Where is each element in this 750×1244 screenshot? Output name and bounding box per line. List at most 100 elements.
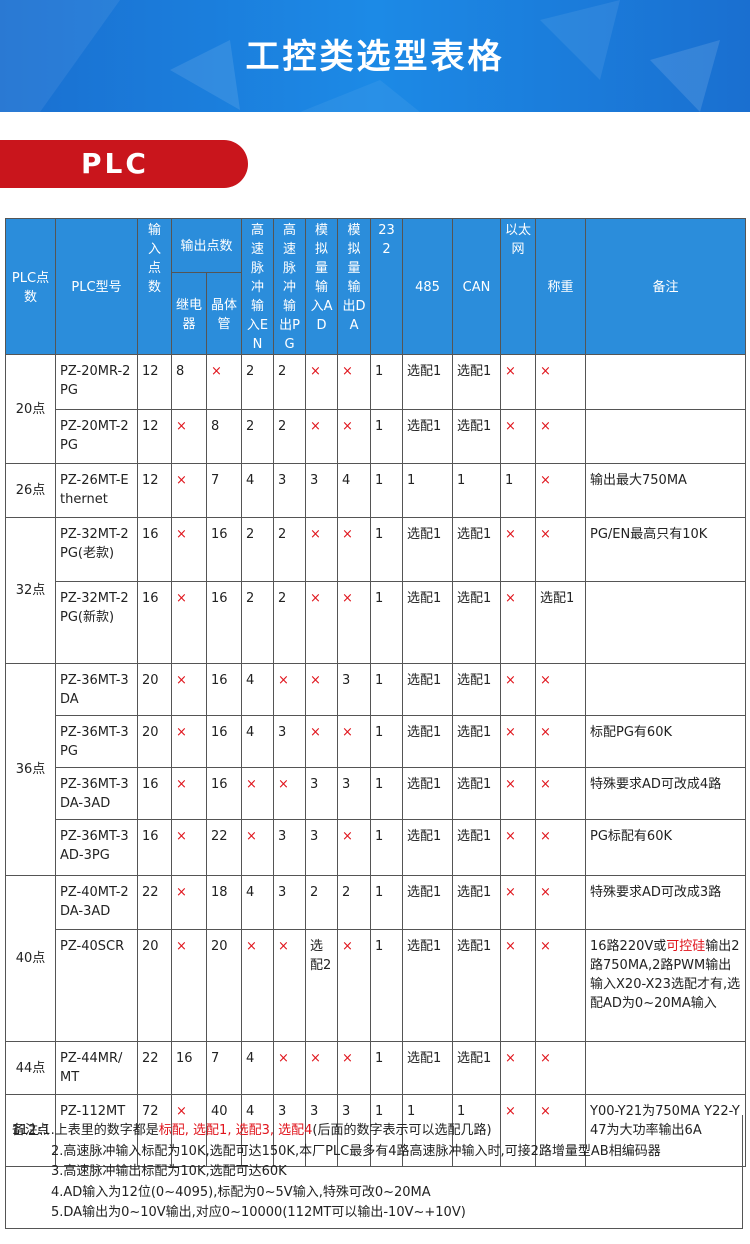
- table-cell: 20: [137, 715, 172, 768]
- table-cell: ×: [305, 354, 339, 410]
- table-cell: ×: [337, 581, 372, 664]
- table-cell: ×: [171, 767, 207, 820]
- group-cell: 32点: [5, 517, 56, 664]
- header-cell: PLC型号: [55, 218, 138, 355]
- table-cell: ×: [171, 819, 207, 876]
- note-line: 2.高速脉冲输入标配为10K,选配可达150K,本厂PLC最多有4路高速脉冲输入…: [51, 1143, 661, 1159]
- table-cell: 选配1: [452, 929, 502, 1042]
- table-cell: 16: [205, 715, 243, 768]
- table-cell: ×: [273, 663, 307, 716]
- table-cell: 1: [370, 354, 404, 410]
- table-cell: PZ-40SCR: [55, 929, 138, 1042]
- table-cell: 选配1: [452, 819, 502, 876]
- header-cell: 输入点数: [137, 218, 172, 355]
- table-cell: ×: [337, 1041, 372, 1095]
- table-cell: 选配1: [452, 663, 502, 716]
- table-cell: 1: [370, 715, 404, 768]
- table-cell: [585, 663, 747, 716]
- table-cell: 16: [137, 767, 172, 820]
- table-cell: 选配1: [402, 1041, 454, 1095]
- header-row: PLC点数 PLC型号 输入点数 输出点数 高速脉冲输入EN 高速脉冲输出PG 模拟量输入A…: [5, 217, 747, 355]
- table-row: 20点 PZ-20MR-2PG 12 8 × 2 2 × × 1 选配1 选配1 × ×: [5, 354, 747, 464]
- table-body: 20点 PZ-20MR-2PG 12 8 × 2 2 × × 1 选配1 选配1 × × PZ-20MT-2…: [5, 354, 747, 1167]
- table-cell: ×: [171, 581, 207, 664]
- table-cell: 16: [137, 819, 172, 876]
- table-cell: ×: [171, 715, 207, 768]
- banner-title: 工控类选型表格: [245, 37, 505, 77]
- table-cell: 16: [205, 663, 243, 716]
- table-cell: ×: [305, 1041, 339, 1095]
- table-cell: ×: [535, 929, 587, 1042]
- table-cell: ×: [305, 581, 339, 664]
- table-cell: 16: [137, 517, 172, 582]
- header-cell: CAN: [452, 218, 502, 355]
- table-cell: 4: [241, 1041, 275, 1095]
- group-cell: 20点: [5, 354, 56, 464]
- text-segment: (后面的数字表示可以选配几路): [312, 1123, 492, 1138]
- subheader-cell: 晶体管: [205, 272, 243, 355]
- table-row: PZ-40SCR 20 × 20 × × 选配2 × 1 选配1 选配1 × × 16路220V或可控硅输…: [6, 929, 747, 1042]
- table-cell: 选配1: [402, 875, 454, 930]
- table-cell: 3: [337, 767, 372, 820]
- table-cell: ×: [500, 715, 537, 768]
- table-cell: ×: [205, 354, 243, 410]
- table-row: 26点 PZ-26MT-Ethernet 12 × 7 4 3 3 4 1 1 1 1 × 输出最大750M…: [5, 463, 747, 518]
- table-cell: 3: [305, 767, 339, 820]
- header-cell: 模拟量输入AD: [305, 218, 339, 355]
- table-cell: 选配1: [452, 875, 502, 930]
- table-cell: ×: [337, 715, 372, 768]
- table-cell: 选配1: [402, 715, 454, 768]
- table-cell: 40: [205, 1094, 243, 1167]
- table-cell: ×: [171, 929, 207, 1042]
- section-title: PLC: [81, 147, 149, 180]
- table-cell: 2: [273, 354, 307, 410]
- table-cell: Y00-Y21为750MA Y22-Y47为大功率输出6A: [585, 1094, 747, 1167]
- table-cell: ×: [305, 715, 339, 768]
- table-cell: ×: [171, 409, 207, 464]
- group-cell: 40点: [5, 875, 56, 1042]
- table-cell: 选配1: [452, 767, 502, 820]
- table-cell: ×: [241, 819, 275, 876]
- header-cell: 以太网: [500, 218, 537, 355]
- table-cell: 选配1: [452, 1041, 502, 1095]
- table-cell: 1: [370, 1094, 404, 1167]
- table-cell: ×: [273, 929, 307, 1042]
- table-cell: 16: [137, 581, 172, 664]
- table-cell: ×: [171, 1094, 207, 1167]
- table-cell: ×: [273, 767, 307, 820]
- table-cell: 选配1: [535, 581, 587, 664]
- table-cell: ×: [500, 517, 537, 582]
- text-segment: 输出2路750MA,2路PWM输出输入X20-X23选配才有,选配AD为0~20…: [590, 939, 741, 1011]
- table-cell: 特殊要求AD可改成4路: [585, 767, 747, 820]
- table-cell: ×: [535, 663, 587, 716]
- plc-table: PLC点数 PLC型号 输入点数 输出点数 高速脉冲输入EN 高速脉冲输出PG 模拟量输入A…: [5, 217, 747, 1167]
- table-cell: 选配1: [452, 409, 502, 464]
- subheader-cell: 继电器: [171, 272, 207, 355]
- header-cell: 高速脉冲输入EN: [241, 218, 275, 355]
- table-cell: 选配1: [402, 767, 454, 820]
- table-cell: ×: [535, 715, 587, 768]
- table-row: PZ-20MT-2PG 12 × 8 2 2 × × 1 选配1 选配1 × ×: [6, 409, 747, 464]
- table-cell: ×: [535, 463, 587, 518]
- table-cell: ×: [171, 875, 207, 930]
- table-cell: ×: [500, 1041, 537, 1095]
- table-cell: ×: [535, 409, 587, 464]
- table-cell: 8: [171, 354, 207, 410]
- table-cell: ×: [535, 1041, 587, 1095]
- table-cell: 1: [370, 819, 404, 876]
- table-cell: 3: [273, 715, 307, 768]
- table-cell: 2: [273, 409, 307, 464]
- table-cell: 20: [137, 929, 172, 1042]
- table-cell: ×: [500, 875, 537, 930]
- table-cell: ×: [305, 517, 339, 582]
- table-row: PZ-36MT-3AD-3PG 16 × 22 × 3 3 × 1 选配1 选配1 × × PG标配有60…: [6, 819, 747, 876]
- table-cell: 选配1: [402, 354, 454, 410]
- group-cell: 44点: [5, 1041, 56, 1095]
- table-row: PZ-32MT-2PG(新款) 16 × 16 2 2 × × 1 选配1 选配1 × 选配1: [6, 581, 747, 664]
- table-cell: 2: [337, 875, 372, 930]
- table-cell: [585, 581, 747, 664]
- table-cell: 1: [500, 463, 537, 518]
- banner: 工控类选型表格: [0, 0, 750, 112]
- table-cell: 1: [452, 463, 502, 518]
